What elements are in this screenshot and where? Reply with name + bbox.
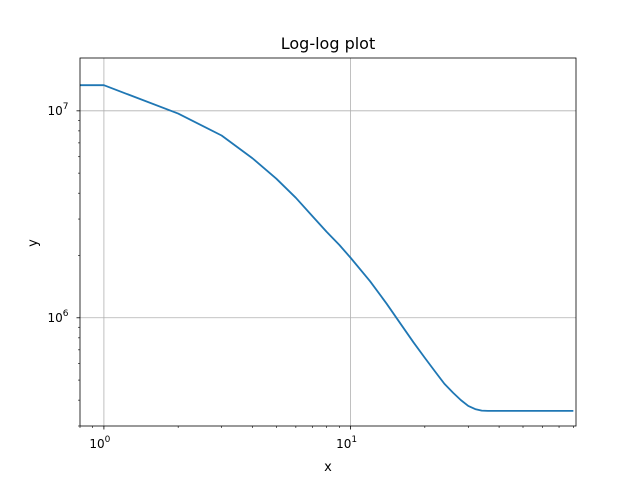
x-tick-label-0: 100 (89, 435, 110, 451)
y-tick-label-base-0: 10 (47, 311, 62, 325)
y-tick-label-0: 106 (47, 309, 68, 325)
x-tick-label-base-1: 10 (336, 437, 351, 451)
x-tick-label-base-0: 10 (89, 437, 104, 451)
x-tick-label-1: 101 (336, 435, 357, 451)
y-tick-label-exponent-0: 6 (63, 309, 69, 319)
y-axis-label: y (26, 239, 41, 247)
y-tick-label-exponent-1: 7 (63, 102, 69, 112)
x-tick-label-exponent-1: 1 (351, 435, 357, 445)
series-line-0 (80, 84, 574, 412)
x-tick-label-exponent-0: 0 (105, 435, 111, 445)
chart-title: Log-log plot (281, 34, 376, 53)
y-tick-label-1: 107 (47, 102, 68, 118)
x-axis-label: x (324, 460, 332, 475)
axes-frame (79, 57, 577, 427)
y-tick-label-base-1: 10 (47, 104, 62, 118)
